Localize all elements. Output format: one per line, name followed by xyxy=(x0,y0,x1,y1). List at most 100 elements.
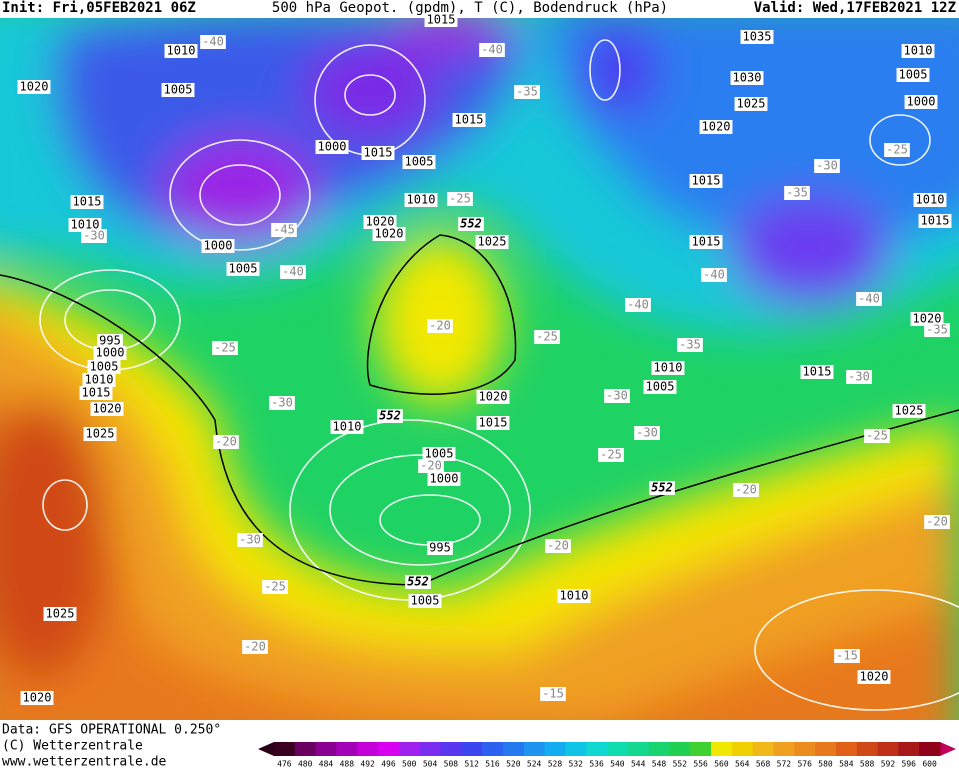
temperature-label-group: -25 xyxy=(884,143,910,157)
temperature-label-box xyxy=(625,298,651,312)
temperature-label: -40 xyxy=(858,292,880,306)
pressure-label-group: 1015 xyxy=(800,365,834,379)
colorbar-label: 532 xyxy=(569,760,584,769)
pressure-label-group: 1005 xyxy=(402,155,436,169)
pressure-label: 1015 xyxy=(921,214,950,228)
pressure-label-group: 1015 xyxy=(361,146,395,160)
pressure-label: 1005 xyxy=(405,155,434,169)
pressure-label: 1005 xyxy=(899,68,928,82)
colorbar-label: 576 xyxy=(797,760,812,769)
temperature-label-box xyxy=(514,85,540,99)
pressure-label-box xyxy=(408,594,442,608)
pressure-label: 1005 xyxy=(229,262,258,276)
pressure-label-group: 1020 xyxy=(90,402,124,416)
temperature-label: -40 xyxy=(627,298,649,312)
pressure-label: 1015 xyxy=(455,113,484,127)
pressure-label-group: 1015 xyxy=(452,113,486,127)
pressure-label-group: 1010 xyxy=(651,361,685,375)
colorbar-swatch xyxy=(919,742,941,756)
pressure-label-box xyxy=(404,193,438,207)
pressure-label-group: 1000 xyxy=(201,239,235,253)
pressure-label-box xyxy=(79,386,113,400)
pressure-label-box xyxy=(361,146,395,160)
pressure-label: 1020 xyxy=(860,670,889,684)
colorbar-swatch xyxy=(752,742,774,756)
colorbar-swatch xyxy=(856,742,879,756)
pressure-label-group: 1015 xyxy=(79,386,113,400)
pressure-label-box xyxy=(164,44,198,58)
temperature-label-box xyxy=(834,649,860,663)
colorbar-label: 592 xyxy=(881,760,896,769)
colorbar-label: 600 xyxy=(922,760,937,769)
colorbar-label: 588 xyxy=(860,760,875,769)
pressure-label: 1010 xyxy=(333,420,362,434)
pressure-label-group: 1015 xyxy=(918,214,952,228)
height-label-group: 552 xyxy=(405,575,431,589)
temperature-label-group: -40 xyxy=(200,35,226,49)
colorbar-label: 500 xyxy=(402,760,417,769)
pressure-label-box xyxy=(452,113,486,127)
pressure-label: 1015 xyxy=(364,146,393,160)
pressure-label: 1000 xyxy=(96,346,125,360)
pressure-label: 995 xyxy=(99,334,121,348)
temperature-label: -25 xyxy=(866,429,888,443)
height-label-box xyxy=(649,481,675,495)
pressure-label: 1020 xyxy=(93,402,122,416)
pressure-label-box xyxy=(68,218,102,232)
colorbar-label: 508 xyxy=(444,760,459,769)
pressure-label-group: 1020 xyxy=(857,670,891,684)
temperature-label-box xyxy=(81,229,107,243)
pressure-label-group: 1005 xyxy=(161,83,195,97)
pressure-label: 1010 xyxy=(904,44,933,58)
temperature-label: -25 xyxy=(886,143,908,157)
pressure-label-group: 995 xyxy=(97,334,123,348)
pressure-label-box xyxy=(857,670,891,684)
pressure-label-group: 1025 xyxy=(475,235,509,249)
pressure-label-box xyxy=(402,155,436,169)
colorbar-label: 480 xyxy=(298,760,313,769)
pressure-label-group: 1015 xyxy=(689,235,723,249)
copyright: (C) Wetterzentrale xyxy=(2,739,143,754)
temperature-label: -20 xyxy=(735,483,757,497)
temperature-label-group: -15 xyxy=(834,649,860,663)
temperature-label-group: -30 xyxy=(604,389,630,403)
colorbar-swatch xyxy=(419,742,441,756)
pressure-label-group: 1035 xyxy=(740,30,774,44)
data-source: Data: GFS OPERATIONAL 0.250° xyxy=(2,723,221,738)
temperature-label-box xyxy=(427,319,453,333)
colorbar-swatch xyxy=(523,742,546,756)
temperature-label-group: -35 xyxy=(924,323,950,337)
pressure-label: 1025 xyxy=(86,427,115,441)
pressure-label-box xyxy=(800,365,834,379)
temperature-label-group: -20 xyxy=(733,483,759,497)
pressure-label-group: 1020 xyxy=(363,215,397,229)
pressure-label-box xyxy=(476,390,510,404)
pressure-label-box xyxy=(20,691,54,705)
pressure-label: 1000 xyxy=(430,472,459,486)
pressure-label-group: 1020 xyxy=(910,312,944,326)
colorbar-swatch xyxy=(544,742,566,756)
pressure-label: 1015 xyxy=(82,386,111,400)
pressure-label-box xyxy=(315,140,349,154)
pressure-label-group: 1005 xyxy=(422,447,456,461)
temperature-label-box xyxy=(237,533,263,547)
colorbar-label: 484 xyxy=(319,760,334,769)
pressure-label: 1010 xyxy=(167,44,196,58)
colorbar-swatch xyxy=(461,742,483,756)
pressure-label-group: 1025 xyxy=(43,607,77,621)
temperature-label-box xyxy=(701,268,727,282)
pressure-label-box xyxy=(422,447,456,461)
colorbar-swatch xyxy=(607,742,629,756)
temperature-label-box xyxy=(418,459,444,473)
height-label-group: 552 xyxy=(377,409,403,423)
temperature-label-box xyxy=(200,35,226,49)
colorbar-right-arrow xyxy=(940,742,956,756)
colorbar-label: 572 xyxy=(777,760,792,769)
temperature-label: -40 xyxy=(703,268,725,282)
colorbar-swatch xyxy=(835,742,858,756)
pressure-label-box xyxy=(475,235,509,249)
pressure-label-box xyxy=(93,346,127,360)
temperature-label-group: -25 xyxy=(864,429,890,443)
temperature-label-box xyxy=(604,389,630,403)
